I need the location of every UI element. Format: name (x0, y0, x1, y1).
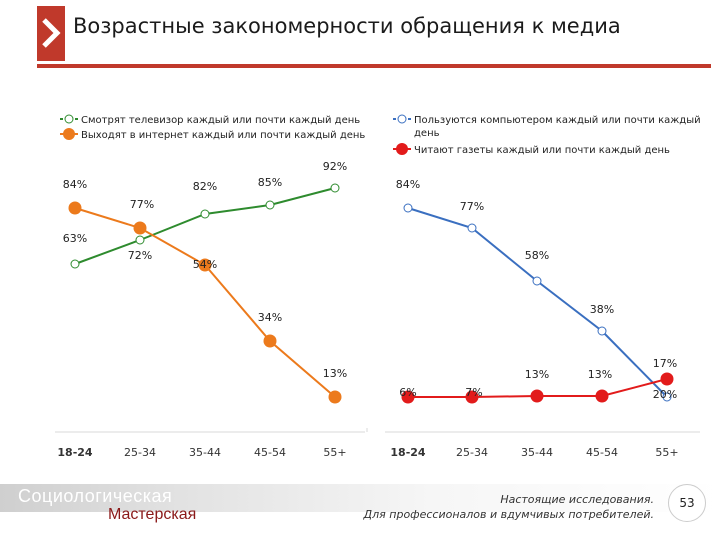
data-point (330, 183, 340, 193)
chevron-right-icon (37, 6, 65, 61)
legend-label-line: Пользуются компьютером каждый или почти … (414, 115, 701, 126)
data-label: 17% (653, 357, 677, 370)
data-label: 7% (465, 386, 482, 399)
data-label: 84% (63, 178, 87, 191)
title-underline (37, 64, 711, 68)
data-label: 85% (258, 176, 282, 189)
data-label: 77% (460, 200, 484, 213)
data-label: 92% (323, 160, 347, 173)
data-point (530, 389, 544, 403)
data-label: 13% (525, 368, 549, 381)
x-tick-label: 35-44 (521, 446, 553, 459)
x-tick-label: 18-24 (57, 446, 93, 459)
legend-label: Пользуются компьютером каждый или почти … (414, 115, 701, 139)
x-tick-label: 25-34 (124, 446, 156, 459)
data-point (68, 201, 82, 215)
data-label: 34% (258, 311, 282, 324)
data-point (467, 223, 477, 233)
data-label: 82% (193, 180, 217, 193)
brand-name-line2: Мастерская (108, 506, 197, 523)
data-label: 84% (396, 178, 420, 191)
x-tick-label: 25-34 (456, 446, 488, 459)
data-point (265, 200, 275, 210)
x-tick-label: 18-24 (390, 446, 426, 459)
legend-label: Читают газеты каждый или почти каждый де… (414, 145, 670, 156)
series-line (74, 187, 336, 265)
legend-marker (64, 114, 74, 124)
legend-marker (396, 143, 408, 155)
legend-label: Выходят в интернет каждый или почти кажд… (81, 130, 365, 141)
page-number: 53 (668, 484, 706, 522)
data-point (263, 334, 277, 348)
data-point (198, 258, 212, 272)
data-point (403, 203, 413, 213)
tagline-line1: Настоящие исследования. (500, 493, 654, 506)
data-point (401, 390, 415, 404)
tagline-line2: Для профессионалов и вдумчивых потребите… (363, 508, 654, 521)
data-point (662, 392, 672, 402)
data-point (328, 390, 342, 404)
data-point (595, 389, 609, 403)
series-line (74, 207, 336, 398)
data-label: 58% (525, 249, 549, 262)
data-label: 54% (193, 258, 217, 271)
x-tick-label: 35-44 (189, 446, 221, 459)
legend-label-line: день (414, 128, 440, 139)
data-label: 20% (653, 388, 677, 401)
chart-panel-1: 18-24 25-34 35-44 45-54 55+ Смотрят телевизор… (55, 114, 368, 459)
data-label: 63% (63, 232, 87, 245)
data-point (660, 372, 674, 386)
data-label: 38% (590, 303, 614, 316)
x-tick-label: 45-54 (254, 446, 286, 459)
charts-area: 18-24 25-34 35-44 45-54 55+ Смотрят телевизор… (55, 114, 701, 459)
x-tick-label: 55+ (655, 446, 678, 459)
page-title: Возрастные закономерности обращения к ме… (73, 14, 621, 38)
data-point (133, 221, 147, 235)
data-label: 13% (323, 367, 347, 380)
legend-label: Смотрят телевизор каждый или почти кажды… (81, 115, 360, 126)
legend-marker (63, 128, 75, 140)
data-label: 13% (588, 368, 612, 381)
data-point (70, 259, 80, 269)
brand-name-line1: Социологическая (18, 486, 173, 506)
data-label: 77% (130, 198, 154, 211)
x-tick-label: 45-54 (586, 446, 618, 459)
footer-band (0, 484, 720, 512)
header: Возрастные закономерности обращения к ме… (0, 0, 720, 68)
data-point (597, 326, 607, 336)
footer: Социологическая Мастерская Настоящие исс… (0, 480, 720, 540)
data-point (465, 390, 479, 404)
tagline: Настоящие исследования. Для профессионал… (314, 492, 654, 522)
data-point (135, 235, 145, 245)
chart-panel-2: 18-24 25-34 35-44 45-54 55+ Пользуются компью… (385, 114, 701, 459)
data-label: 72% (128, 249, 152, 262)
data-label: 6% (399, 386, 416, 399)
data-point (200, 209, 210, 219)
legend-marker (397, 114, 407, 124)
data-point (532, 276, 542, 286)
x-tick-label: 55+ (323, 446, 346, 459)
